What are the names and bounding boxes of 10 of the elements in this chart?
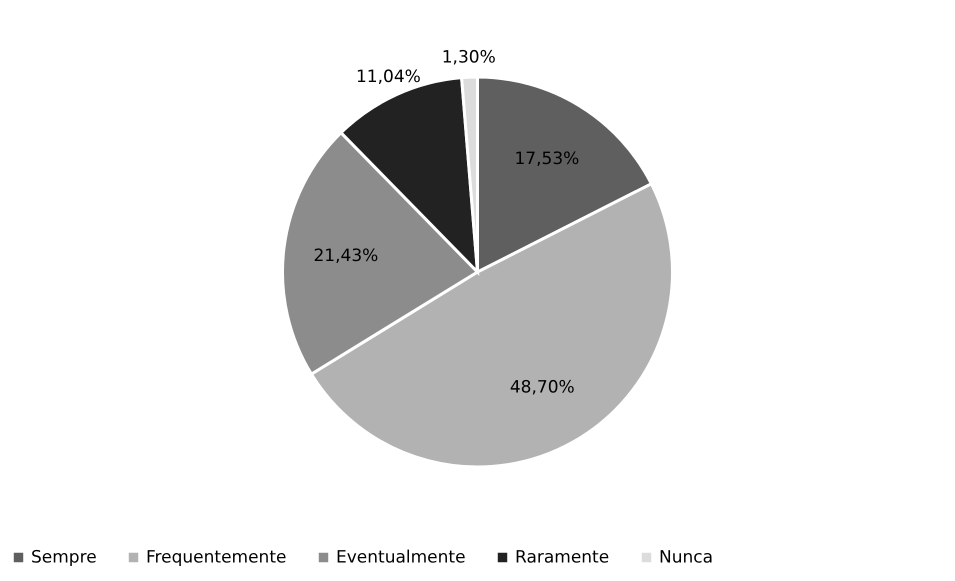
legend-label: Frequentemente xyxy=(146,548,286,568)
data-label: 11,04% xyxy=(356,66,421,87)
data-label: 48,70% xyxy=(510,378,575,398)
legend-label: Eventualmente xyxy=(336,548,466,568)
data-label: 21,43% xyxy=(313,246,378,266)
legend-label: Nunca xyxy=(659,548,714,568)
legend-label: Raramente xyxy=(515,548,610,568)
legend-label: Sempre xyxy=(31,548,97,568)
data-label: 17,53% xyxy=(514,149,580,170)
data-label: 1,30% xyxy=(442,48,496,68)
